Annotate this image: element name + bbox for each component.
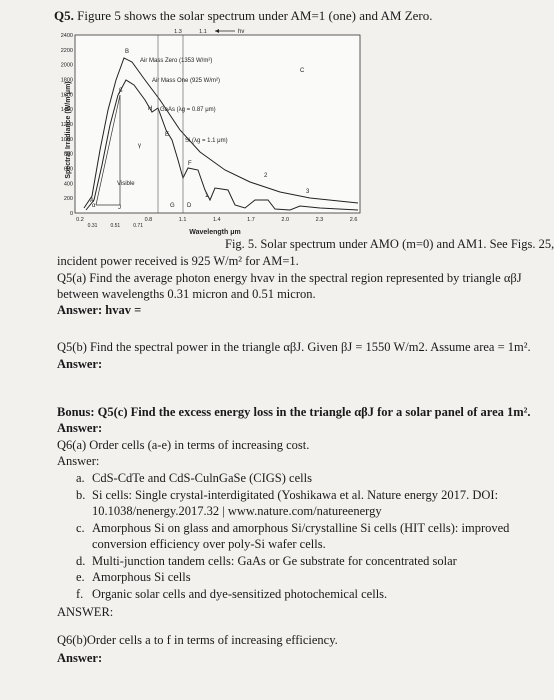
visible-label: Visible bbox=[117, 181, 135, 187]
y-tick-label: 200 bbox=[64, 196, 73, 202]
point-label: E bbox=[165, 132, 169, 138]
x-sub-tick-label: 0.51 bbox=[110, 223, 120, 229]
answer-label: ANSWER: bbox=[57, 605, 114, 619]
list-item: Multi-junction tandem cells: GaAs or Ge … bbox=[92, 553, 457, 568]
hv-arrow-head bbox=[215, 29, 219, 33]
y-tick-label: 1600 bbox=[61, 92, 73, 98]
am0-curve bbox=[83, 57, 359, 209]
y-tick-label: 2000 bbox=[61, 63, 73, 69]
y-tick-label: 1800 bbox=[61, 77, 73, 83]
list-marker: c. bbox=[76, 520, 85, 535]
answer-label: Answer: bbox=[57, 454, 100, 468]
y-tick-label: 800 bbox=[64, 152, 73, 158]
x-tick-label: 0.2 bbox=[76, 217, 84, 223]
answer-label: Answer: bbox=[57, 651, 103, 665]
y-tick-label: 1000 bbox=[61, 137, 73, 143]
question-text: Q6(a) Order cells (a-e) in terms of incr… bbox=[57, 438, 310, 452]
caption: Fig. 5. Solar spectrum under AMO (m=0) a… bbox=[225, 237, 554, 251]
question-text: Q5(a) Find the average photon energy hva… bbox=[57, 271, 522, 285]
list-item: Amorphous Si cells bbox=[92, 570, 191, 584]
y-axis-label: Spectral Irradiance (W/m²μm) bbox=[65, 81, 72, 178]
y-tick-label: 600 bbox=[64, 166, 73, 172]
si-label: Si (λg = 1.1 μm) bbox=[185, 138, 228, 144]
list-item: 10.1038/nenergy.2017.32 | www.nature.com… bbox=[92, 504, 382, 518]
answer-label: Answer: bbox=[57, 357, 103, 371]
am1-label: Air Mass One (925 W/m²) bbox=[152, 78, 220, 84]
y-tick-label: 400 bbox=[64, 181, 73, 187]
point-label: α bbox=[92, 203, 96, 209]
y-tick-label: 2200 bbox=[61, 48, 73, 54]
gaas-label: GaAs (λg = 0.87 μm) bbox=[160, 107, 216, 113]
x-tick-label: 1.4 bbox=[213, 217, 221, 223]
x-axis-label: Wavelength μm bbox=[189, 229, 240, 236]
y-tick-label: 0 bbox=[70, 211, 73, 217]
point-label: A bbox=[90, 198, 94, 204]
list-item: CdS-CdTe and CdS-CulnGaSe (CIGS) cells bbox=[92, 471, 312, 485]
top-tick-label: 1.1 bbox=[199, 29, 207, 35]
top-tick-label: 1.3 bbox=[174, 29, 182, 35]
point-label: C bbox=[300, 68, 305, 74]
triangle-edge bbox=[95, 94, 121, 206]
y-tick-label: 1400 bbox=[61, 107, 73, 113]
point-label: γ bbox=[138, 143, 141, 149]
x-tick-label: 0.8 bbox=[145, 217, 153, 223]
question-number: Q5. bbox=[54, 8, 74, 23]
point-label: J bbox=[118, 205, 121, 211]
list-item: Organic solar cells and dye-sensitized p… bbox=[92, 586, 388, 601]
list-item: Si cells: Single crystal-interdigitated … bbox=[92, 487, 499, 502]
y-tick-label: 1200 bbox=[61, 122, 73, 128]
x-tick-label: 2.6 bbox=[350, 217, 358, 223]
point-label: 3 bbox=[306, 189, 310, 195]
point-label: B bbox=[125, 49, 129, 55]
x-tick-label: 2.0 bbox=[281, 217, 289, 223]
caption: incident power received is 925 W/m² for … bbox=[57, 254, 299, 268]
x-sub-tick-label: 0.31 bbox=[88, 223, 98, 229]
question-text: Q5(b) Find the spectral power in the tri… bbox=[57, 340, 531, 354]
x-tick-label: 1.7 bbox=[247, 217, 255, 223]
point-label: F bbox=[188, 161, 192, 167]
figure: hv Air Mass Zero (1353 W/m²) Air Mass On… bbox=[61, 29, 361, 236]
hv-label: hv bbox=[238, 29, 244, 35]
question-text: between wavelengths 0.31 micron and 0.51… bbox=[57, 287, 316, 301]
am0-label: Air Mass Zero (1353 W/m²) bbox=[140, 58, 212, 64]
answer-label: Answer: hvav = bbox=[57, 303, 142, 317]
y-tick-label: 2400 bbox=[61, 33, 73, 39]
list-marker: e. bbox=[76, 570, 85, 584]
point-label: 2 bbox=[264, 173, 268, 179]
list-item: Amorphous Si on glass and amorphous Si/c… bbox=[92, 520, 510, 535]
question-text: Q6(b)Order cells a to f in terms of incr… bbox=[57, 633, 338, 647]
list-item: conversion efficiency over poly-Si wafer… bbox=[92, 537, 326, 551]
point-label: β bbox=[119, 88, 123, 94]
question: Q5. Figure 5 shows the solar spectrum un… bbox=[54, 8, 433, 24]
x-sub-tick-label: 0.71 bbox=[133, 223, 143, 229]
plot-frame bbox=[74, 34, 361, 214]
x-tick-label: 1.1 bbox=[179, 217, 187, 223]
point-label: H bbox=[148, 106, 152, 112]
am1-curve bbox=[85, 79, 359, 211]
point-label: G bbox=[170, 203, 175, 209]
list-marker: d. bbox=[76, 553, 86, 568]
point-label: 1 bbox=[205, 193, 209, 199]
list-marker: f. bbox=[76, 586, 84, 601]
question-text: Figure 5 shows the solar spectrum under … bbox=[77, 8, 433, 23]
x-tick-label: 2.3 bbox=[316, 217, 324, 223]
list-marker: a. bbox=[76, 471, 85, 485]
list-marker: b. bbox=[76, 487, 86, 502]
point-label: D bbox=[187, 203, 192, 209]
question-text: Bonus: Q5(c) Find the excess energy loss… bbox=[57, 405, 531, 419]
answer-label: Answer: bbox=[57, 421, 103, 435]
